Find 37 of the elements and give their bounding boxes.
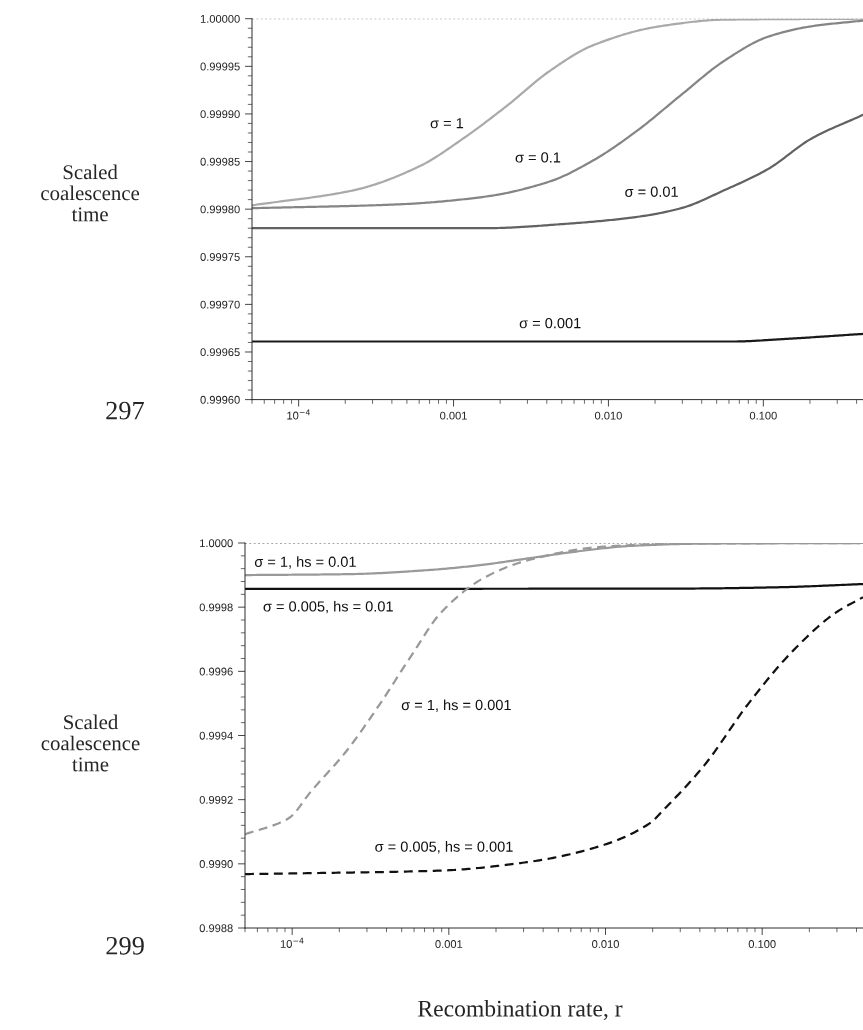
y-tick-label: 0.9992: [199, 795, 233, 804]
x-tick-label: 0.100: [748, 940, 776, 948]
y-tick-label: 0.99975: [200, 253, 240, 261]
y-tick-label: 0.9998: [199, 603, 233, 612]
x-axis-title: Recombination rate, r: [418, 1000, 623, 1021]
x-tick-label: 10$^{−4}$: [280, 937, 304, 948]
y-tick-label: 0.9994: [199, 731, 233, 740]
series-label: σ = 0.1: [515, 152, 561, 163]
x-tick-label: 0.010: [592, 940, 619, 948]
y-tick-label: 0.99970: [200, 300, 240, 309]
series-label: σ = 0.005, hs = 0.01: [263, 600, 393, 614]
y-tick-label: 0.9996: [199, 667, 233, 676]
x-tick-label: 0.010: [594, 411, 622, 420]
x-tick-label: 0.001: [440, 411, 467, 420]
y-axis-title: Scaled coalescence time: [41, 164, 140, 222]
series-label: σ = 0.001: [519, 317, 581, 329]
text: 297: [106, 401, 144, 420]
y-tick-label: 0.99965: [200, 348, 240, 357]
y-tick-label: 0.9988: [199, 924, 233, 933]
series-label: σ = 1, hs = 0.001: [401, 699, 511, 712]
y-tick-label: 0.99980: [200, 205, 240, 214]
y-tick-label: 1.00000: [200, 14, 240, 23]
y-tick-label: 0.99995: [200, 62, 240, 71]
y-tick-label: 0.99985: [200, 157, 240, 166]
text: 299: [106, 936, 144, 955]
series-label: σ = 1: [430, 118, 464, 129]
y-tick-label: 0.99990: [200, 110, 240, 119]
series-label: σ = 1, hs = 0.01: [254, 556, 356, 569]
x-tick-label: 0.001: [435, 940, 463, 948]
y-tick-label: 0.99960: [200, 395, 240, 404]
y-tick-label: 0.9990: [199, 860, 233, 868]
series-label: σ = 0.01: [625, 186, 678, 197]
y-tick-label: 1.0000: [200, 539, 233, 548]
x-tick-label: 10$^{−4}$: [287, 409, 310, 420]
y-axis-title: Scaled coalescence time: [41, 714, 140, 772]
x-tick-label: 0.100: [749, 411, 777, 420]
series-label: σ = 0.005, hs = 0.001: [375, 841, 513, 854]
